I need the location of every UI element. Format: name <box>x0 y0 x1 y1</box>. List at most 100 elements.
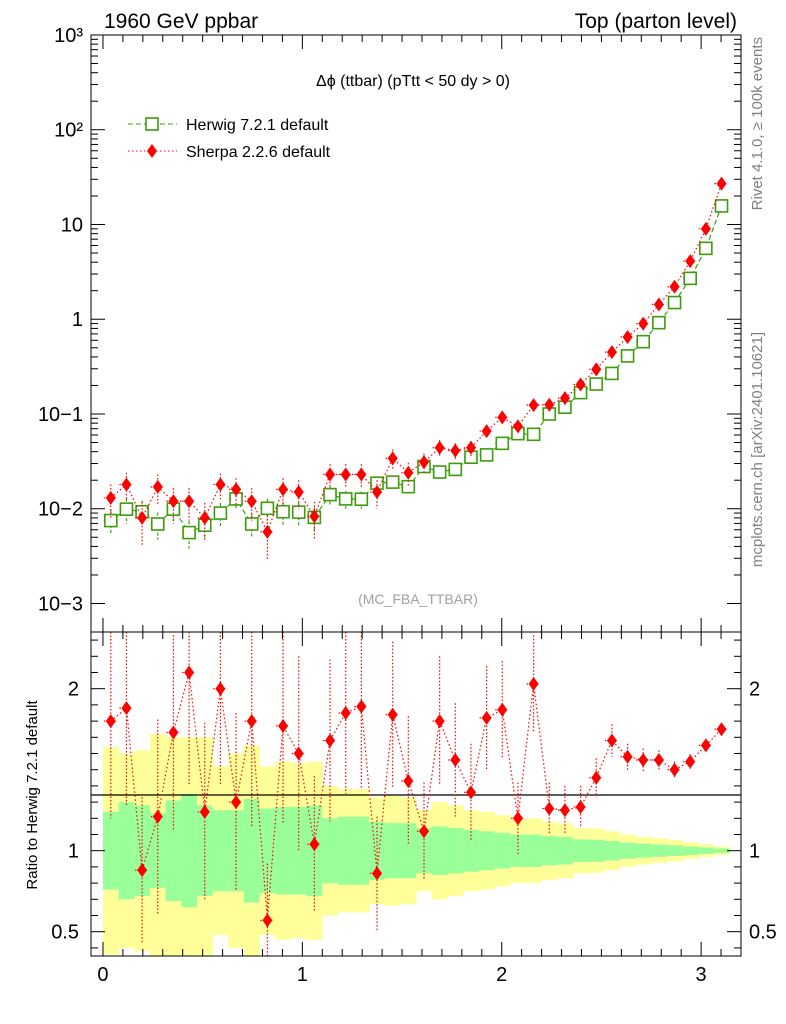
ratio-band-inner <box>212 810 229 892</box>
data-point-herwig <box>182 525 196 540</box>
ratio-point-sherpa <box>325 733 336 748</box>
data-point-sherpa <box>215 477 226 492</box>
ratio-point-sherpa <box>669 762 680 777</box>
data-point-sherpa <box>575 377 586 392</box>
data-point-sherpa <box>152 479 163 494</box>
ratio-point-sherpa <box>278 718 289 733</box>
ratio-point-sherpa <box>231 795 242 810</box>
data-point-herwig <box>636 334 651 349</box>
data-point-sherpa <box>278 482 289 497</box>
ratio-point-sherpa <box>105 714 116 729</box>
data-point-herwig <box>495 436 510 451</box>
legend: Herwig 7.2.1 default Sherpa 2.2.6 defaul… <box>128 117 331 161</box>
data-point-herwig <box>605 366 619 381</box>
ratio-band-inner <box>259 808 276 893</box>
data-point-sherpa <box>606 345 617 360</box>
data-point-herwig <box>260 501 275 516</box>
y-tick-label: 1 <box>72 309 83 331</box>
ratio-frame <box>90 631 742 957</box>
ratio-band-inner <box>149 813 167 888</box>
data-point-herwig <box>714 199 729 213</box>
ratio-point-sherpa <box>418 824 429 839</box>
ratio-point-sherpa <box>293 746 304 761</box>
data-point-herwig <box>244 517 259 531</box>
ratio-band-inner <box>604 840 621 861</box>
data-point-sherpa <box>512 419 523 434</box>
data-point-herwig <box>479 448 494 462</box>
ratio-point-sherpa <box>575 799 586 814</box>
ratio-band-inner <box>431 826 448 875</box>
data-point-herwig <box>119 502 134 516</box>
data-point-sherpa <box>105 490 116 505</box>
ratio-point-sherpa <box>716 722 727 737</box>
ratio-band-inner <box>181 794 198 908</box>
ratio-point-sherpa <box>215 681 226 696</box>
ratio-band-inner <box>478 831 495 871</box>
data-point-sherpa <box>372 485 382 500</box>
ratio-point-sherpa <box>340 706 351 720</box>
y-tick-label: 10 <box>61 214 83 236</box>
ratio-band-inner <box>619 842 636 859</box>
x-tick-label: 3 <box>696 964 707 986</box>
data-point-herwig <box>401 479 416 494</box>
data-point-sherpa <box>465 440 476 455</box>
ratio-point-sherpa <box>356 699 367 714</box>
data-point-sherpa <box>622 329 633 344</box>
data-point-sherpa <box>544 397 555 412</box>
y-tick-label: 10³ <box>54 25 83 47</box>
ratio-point-sherpa <box>434 714 445 729</box>
ratio-point-sherpa <box>387 707 398 722</box>
ratio-point-sherpa <box>450 752 461 767</box>
ratio-band-inner <box>118 802 135 900</box>
ratio-y-tick-label: 1 <box>68 841 79 863</box>
ratio-band-inner <box>290 806 308 895</box>
data-point-herwig <box>683 271 697 286</box>
data-point-sherpa <box>137 510 148 525</box>
y-tick-label: 10−2 <box>38 499 83 521</box>
data-point-sherpa <box>528 398 539 413</box>
data-point-sherpa <box>497 410 508 425</box>
ratio-point-sherpa <box>481 710 492 725</box>
ratio-band-inner <box>384 823 401 879</box>
data-point-sherpa <box>481 424 492 439</box>
ratio-band-inner <box>541 836 558 866</box>
ratio-band-inner <box>651 844 668 857</box>
data-point-herwig <box>338 492 353 506</box>
main-panel: 10−3 10−2 10−1 1 10 10² 10³ Δϕ (ttbar) (pTtt <… <box>38 25 742 633</box>
data-point-sherpa <box>184 494 195 509</box>
ratio-y-tick-label-right: 1 <box>749 841 760 863</box>
y-tick-label: 10² <box>54 120 83 142</box>
ratio-point-sherpa <box>606 733 617 748</box>
data-point-herwig <box>667 295 682 310</box>
ratio-point-sherpa <box>246 714 257 729</box>
ratio-y-tick-label: 2 <box>68 679 79 701</box>
data-point-herwig <box>448 462 463 477</box>
legend-herwig-label: Herwig 7.2.1 default <box>186 117 329 134</box>
ratio-band-inner <box>353 816 370 885</box>
ratio-band-inner <box>635 843 652 858</box>
data-point-herwig <box>385 475 400 489</box>
data-point-herwig <box>699 241 713 256</box>
ratio-band-inner <box>275 806 292 895</box>
ratio-band-inner <box>682 846 699 855</box>
data-point-sherpa <box>356 467 367 482</box>
data-point-sherpa <box>403 465 414 480</box>
ratio-band-inner <box>447 828 464 874</box>
ratio-band-inner <box>713 848 730 853</box>
data-point-herwig <box>276 504 290 519</box>
data-point-sherpa <box>418 455 429 470</box>
ratio-band-inner <box>416 828 433 874</box>
ratio-point-sherpa <box>528 676 539 691</box>
ratio-point-sherpa <box>512 811 523 826</box>
data-point-sherpa <box>246 494 257 509</box>
x-tick-label: 0 <box>97 964 108 986</box>
ratio-bands <box>102 734 730 956</box>
data-point-sherpa <box>716 176 727 191</box>
ratio-band-inner <box>525 834 542 867</box>
data-point-sherpa <box>387 451 398 466</box>
data-point-herwig <box>354 492 369 507</box>
data-point-sherpa <box>669 279 680 294</box>
main-axes: 10−3 10−2 10−1 1 10 10² 10³ <box>38 25 742 632</box>
ratio-panel: 0.5 0.5 1 1 2 2 0 1 2 3 Ratio to Herwig 7.2.1 def… <box>24 631 777 986</box>
